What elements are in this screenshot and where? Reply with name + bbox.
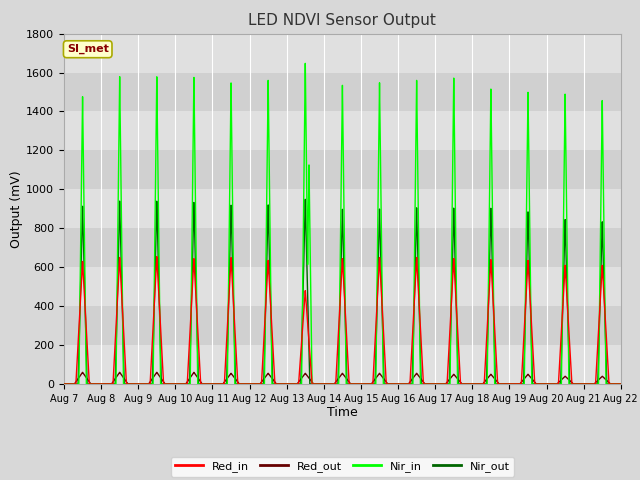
Legend: Red_in, Red_out, Nir_in, Nir_out: Red_in, Red_out, Nir_in, Nir_out xyxy=(171,457,514,477)
X-axis label: Time: Time xyxy=(327,407,358,420)
Bar xyxy=(64,345,621,384)
Bar xyxy=(64,34,621,72)
Bar xyxy=(64,267,621,306)
Bar xyxy=(64,189,621,228)
Bar xyxy=(64,111,621,150)
Bar xyxy=(64,150,621,189)
Title: LED NDVI Sensor Output: LED NDVI Sensor Output xyxy=(248,13,436,28)
Bar xyxy=(64,72,621,111)
Y-axis label: Output (mV): Output (mV) xyxy=(10,170,24,248)
Bar xyxy=(64,306,621,345)
Bar xyxy=(64,228,621,267)
Text: SI_met: SI_met xyxy=(67,44,109,54)
